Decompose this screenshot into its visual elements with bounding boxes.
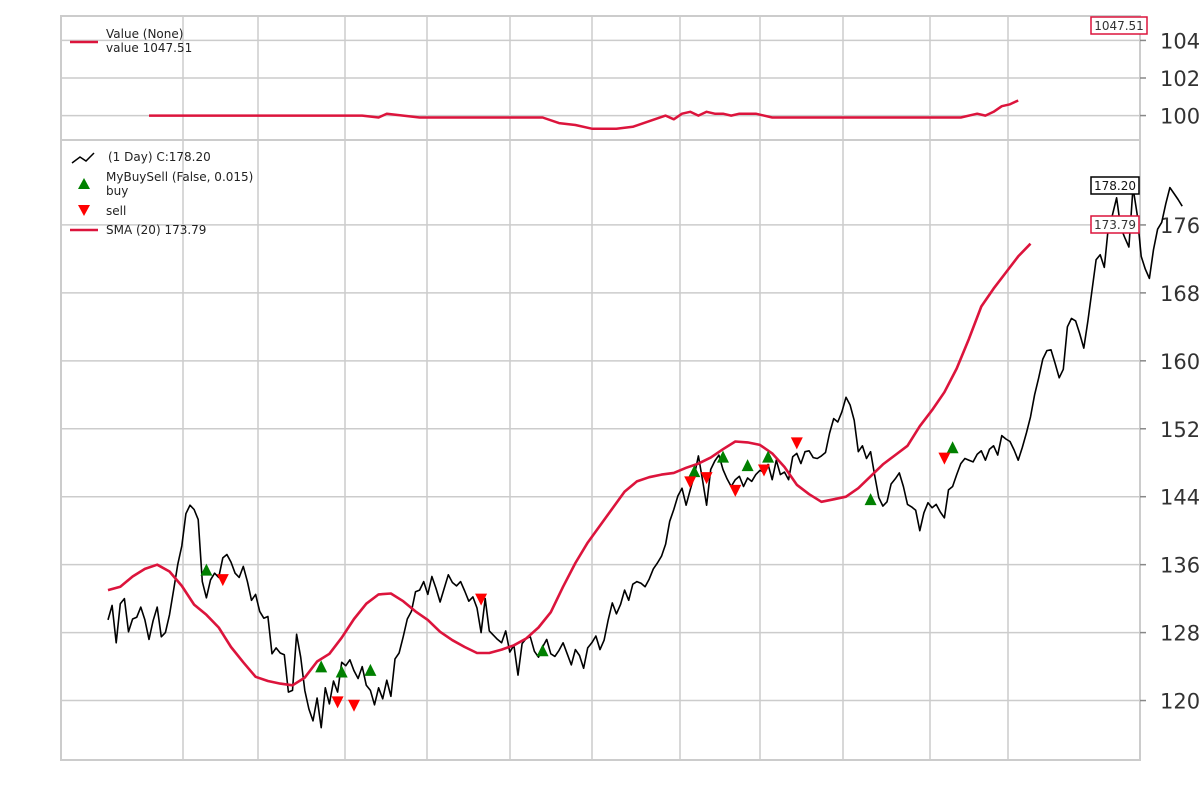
value-legend: Value (None) value 1047.51	[70, 27, 192, 55]
legend-value-sublabel: value 1047.51	[106, 41, 192, 55]
price-last-tag-box	[1090, 176, 1140, 195]
price-tick-label-4: 152	[1160, 418, 1200, 442]
sma-last-tag-box	[1090, 215, 1140, 234]
sell-signal-1	[331, 696, 344, 709]
buy-sell-signals	[200, 437, 959, 712]
sell-signal-7	[758, 464, 770, 477]
price-last-tag-text: 178.20	[1094, 179, 1136, 193]
sell-signal-6	[729, 484, 742, 497]
buy-signal-1	[315, 660, 328, 673]
legend-sell-label: sell	[106, 204, 126, 218]
buy-signal-3	[364, 663, 377, 676]
price-tick-label-6: 168	[1160, 282, 1200, 306]
price-y-ticks: 120 128 136 144 152 160 168 176	[1140, 214, 1200, 714]
buy-signal-2	[335, 665, 348, 678]
close-price-line	[107, 186, 1183, 729]
value-tick-label-0: 100	[1160, 105, 1200, 129]
sell-signal-2	[348, 699, 360, 712]
price-tick-label-2: 136	[1160, 554, 1200, 578]
legend-buy-label: buy	[106, 184, 128, 198]
legend-sma-label: SMA (20) 173.79	[106, 223, 206, 237]
sell-signal-3	[475, 593, 488, 606]
sell-signal-0	[216, 574, 229, 587]
price-tick-label-0: 120	[1160, 690, 1200, 714]
value-last-tag: 1047.51	[1090, 16, 1148, 35]
buy-signal-8	[762, 450, 775, 463]
sell-signal-9	[938, 452, 951, 465]
price-series	[107, 186, 1183, 729]
buy-signal-6	[717, 450, 729, 463]
legend-price-label: (1 Day) C:178.20	[108, 150, 211, 164]
legend-buysell-triangle-up	[78, 178, 90, 189]
price-tick-label-7: 176	[1160, 214, 1200, 238]
value-last-tag-text: 1047.51	[1094, 19, 1144, 33]
sma-line	[107, 242, 1032, 687]
sell-signal-8	[790, 437, 803, 450]
value-panel: 100 102 104 1047.51 Value (None) value 104…	[60, 15, 1200, 141]
price-tick-label-5: 160	[1160, 350, 1200, 374]
legend-buysell-label: MyBuySell (False, 0.015)	[106, 170, 253, 184]
buy-signal-7	[741, 459, 754, 472]
value-y-ticks: 100 102 104	[1140, 29, 1200, 129]
price-grid	[61, 140, 1140, 760]
price-tick-label-1: 128	[1160, 622, 1200, 646]
value-last-tag-box	[1090, 16, 1148, 35]
buy-signal-0	[200, 563, 213, 576]
price-tick-label-3: 144	[1160, 486, 1200, 510]
value-series	[149, 99, 1019, 130]
value-tick-label-2: 104	[1160, 29, 1200, 53]
legend-sell-triangle-down	[78, 205, 90, 216]
buy-signal-4	[536, 644, 549, 657]
legend-value-label: Value (None)	[106, 27, 183, 41]
price-panel-frame	[60, 139, 1141, 761]
value-tick-label-1: 102	[1160, 67, 1200, 91]
price-last-tag: 178.20	[1090, 176, 1140, 195]
buy-signal-5	[688, 465, 701, 478]
value-line	[149, 99, 1019, 130]
price-panel: 120 128 136 144 152 160 168 176 178.20 173.79 (…	[60, 139, 1200, 761]
sma-last-tag-text: 173.79	[1094, 218, 1136, 232]
legend-price-swatch	[71, 152, 95, 164]
value-grid	[61, 16, 1140, 140]
buy-signal-9	[864, 493, 877, 506]
price-legend: (1 Day) C:178.20 MyBuySell (False, 0.015…	[70, 150, 253, 237]
buy-signal-10	[946, 441, 959, 454]
sell-signal-4	[684, 476, 697, 489]
sell-signal-5	[700, 472, 713, 485]
sma-last-tag: 173.79	[1090, 215, 1140, 234]
